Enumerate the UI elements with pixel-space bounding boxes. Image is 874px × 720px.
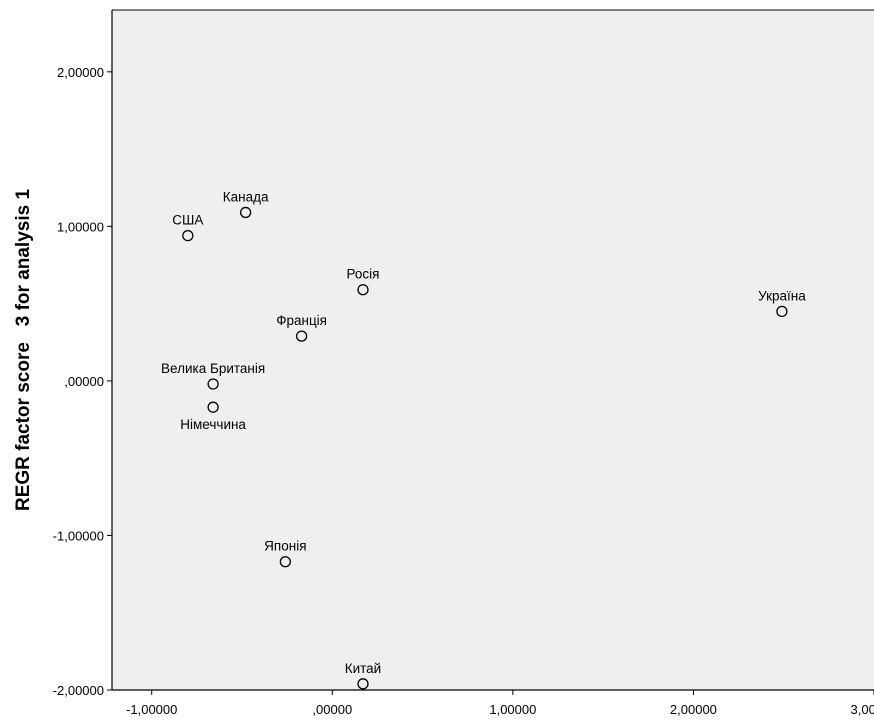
- y-tick-label: -2,00000: [53, 683, 104, 698]
- x-tick-label: 1,00000: [489, 702, 536, 717]
- data-point-marker: [182, 229, 194, 242]
- data-point-label: Росія: [346, 267, 379, 282]
- data-point-label: Франція: [276, 313, 327, 328]
- x-tick-label: ,00000: [312, 702, 352, 717]
- data-point-label: Китай: [345, 661, 382, 676]
- plot-area: [112, 10, 874, 690]
- data-point-label: Канада: [223, 189, 269, 204]
- data-point-label: Японія: [264, 539, 306, 554]
- y-axis-label: REGR factor score 3 for analysis 1: [13, 189, 34, 512]
- data-point-marker: [207, 378, 219, 390]
- data-point-marker: [357, 284, 369, 296]
- data-point-marker: [776, 305, 788, 318]
- data-point-marker: [239, 206, 252, 219]
- data-point-label: Велика Британія: [161, 361, 265, 376]
- y-tick-label: 2,00000: [57, 65, 104, 80]
- y-tick-label: 1,00000: [57, 219, 104, 234]
- y-tick-label: ,00000: [64, 374, 104, 389]
- data-point-label: Україна: [758, 288, 806, 303]
- data-point-marker: [207, 401, 219, 413]
- data-point-marker: [295, 330, 308, 342]
- data-point-label: США: [172, 213, 203, 228]
- x-tick-label: -1,00000: [126, 702, 177, 717]
- data-point-marker: [357, 678, 369, 690]
- data-point-label: Німеччина: [180, 417, 246, 432]
- y-tick-label: -1,00000: [53, 528, 104, 543]
- data-point-marker: [279, 556, 291, 568]
- x-tick-label: 2,00000: [670, 702, 717, 717]
- x-tick-label: 3,00000: [851, 702, 874, 717]
